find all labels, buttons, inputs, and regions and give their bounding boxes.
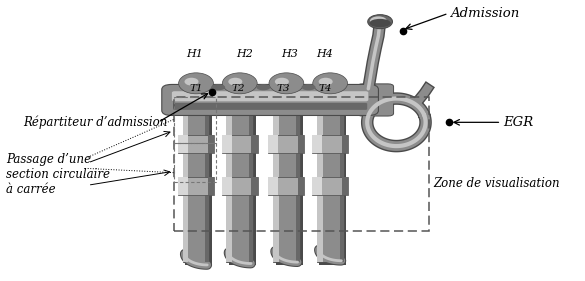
Ellipse shape [222,73,257,94]
Bar [252,135,258,153]
Bar [229,97,256,265]
Bar [298,135,304,153]
Bar [316,97,322,262]
Bar [222,135,232,153]
Bar [296,97,300,262]
Bar [222,135,258,153]
Bar [269,135,304,153]
Bar [249,97,253,262]
Bar [312,177,322,195]
Text: T2: T2 [231,84,245,93]
Bar [319,97,346,265]
Text: H4: H4 [316,49,333,59]
Ellipse shape [313,73,347,94]
Bar [178,177,214,195]
Ellipse shape [269,73,304,94]
Bar [208,135,214,153]
Bar [178,135,188,153]
Bar [222,177,232,195]
FancyBboxPatch shape [162,84,378,115]
Bar [208,177,214,195]
Bar [183,97,209,262]
Ellipse shape [184,78,198,85]
Ellipse shape [256,84,270,90]
Bar [226,97,232,262]
Bar [178,135,214,153]
Text: T3: T3 [276,84,290,93]
Bar [273,97,300,262]
Bar [252,177,258,195]
Text: H1: H1 [186,49,203,59]
FancyBboxPatch shape [357,84,394,116]
Bar [269,177,278,195]
Text: Répartiteur d’admission: Répartiteur d’admission [23,115,167,129]
Bar [174,97,216,143]
Ellipse shape [370,16,387,25]
Bar [174,143,216,182]
Ellipse shape [275,78,289,85]
Text: EGR: EGR [503,116,534,129]
Bar [316,97,343,262]
Bar [226,97,253,262]
Ellipse shape [301,84,315,90]
Bar [222,177,258,195]
Ellipse shape [228,78,242,85]
Ellipse shape [319,78,333,85]
Bar [276,97,302,265]
Bar [312,135,348,153]
Bar [183,97,188,262]
Text: H3: H3 [281,49,298,59]
Bar [342,135,348,153]
Text: T4: T4 [318,84,332,93]
Text: Admission: Admission [450,7,519,20]
Text: Zone de visualisation: Zone de visualisation [433,177,559,190]
FancyBboxPatch shape [173,103,367,110]
Bar [312,177,348,195]
Bar [339,97,343,262]
Bar [269,177,304,195]
Bar [185,97,212,265]
FancyBboxPatch shape [172,91,369,101]
Ellipse shape [178,73,214,94]
Bar [174,97,429,231]
Text: Passage d’une
section circulaire
à carrée: Passage d’une section circulaire à carré… [6,153,111,196]
Bar [312,135,322,153]
Bar [178,177,188,195]
Bar [205,97,209,262]
Text: T1: T1 [190,84,203,93]
Ellipse shape [368,15,393,29]
Ellipse shape [370,19,391,27]
Bar [269,135,278,153]
Ellipse shape [211,84,225,90]
Bar [298,177,304,195]
Bar [342,177,348,195]
Bar [273,97,279,262]
Text: H2: H2 [236,49,253,59]
